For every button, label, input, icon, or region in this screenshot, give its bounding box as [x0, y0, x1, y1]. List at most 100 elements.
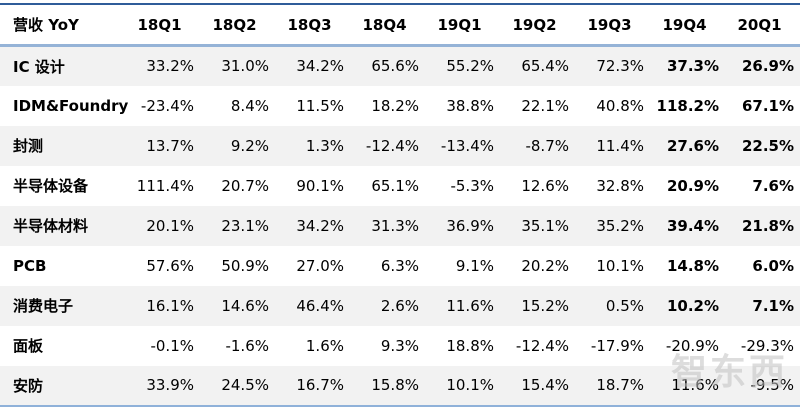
cell-value: -5.3% — [450, 176, 494, 195]
header-19q3: 19Q3 — [587, 15, 632, 34]
cell-value: 22.1% — [521, 96, 569, 115]
row-label: 半导体设备 — [13, 177, 89, 195]
header-18q3: 18Q3 — [287, 15, 332, 34]
cell-value: 33.9% — [146, 376, 194, 394]
cell-value: 34.2% — [296, 216, 344, 235]
cell-value: 14.6% — [221, 296, 269, 315]
cell-value: 10.2% — [666, 296, 719, 315]
header-20q1: 20Q1 — [737, 15, 782, 34]
cell-value: 67.1% — [741, 96, 794, 115]
cell-value: 24.5% — [221, 376, 269, 394]
cell-value: 33.2% — [146, 57, 194, 76]
cell-value: 8.4% — [230, 96, 269, 115]
cell-value: 9.3% — [380, 336, 419, 355]
cell-value: 35.2% — [596, 216, 644, 235]
cell-value: 111.4% — [136, 176, 194, 195]
cell-value: 26.9% — [741, 57, 794, 76]
row-label: IDM&Foundry — [13, 96, 129, 115]
header-19q2: 19Q2 — [512, 15, 557, 34]
row-label: PCB — [13, 256, 47, 275]
cell-value: 72.3% — [596, 57, 644, 76]
header-18q4: 18Q4 — [362, 15, 407, 34]
table-row: 半导体材料 20.1% 23.1% 34.2% 31.3% 36.9% 35.1% 35.2%… — [0, 205, 800, 246]
cell-value: 18.7% — [596, 376, 644, 394]
cell-value: 40.8% — [596, 96, 644, 115]
cell-value: 22.5% — [741, 136, 794, 155]
cell-value: 18.2% — [371, 96, 419, 115]
cell-value: 37.3% — [666, 57, 719, 76]
table-row: 面板 -0.1% -1.6% 1.6% 9.3% 18.8% -12.4% -17.9% -20… — [0, 326, 800, 366]
header-19q4: 19Q4 — [662, 15, 707, 34]
cell-value: 1.3% — [305, 136, 344, 155]
header-19q1: 19Q1 — [437, 15, 482, 34]
cell-value: -23.4% — [140, 96, 194, 115]
cell-value: 20.1% — [146, 216, 194, 235]
row-label: 安防 — [13, 376, 44, 395]
cell-value: -20.9% — [665, 336, 719, 355]
cell-value: 23.1% — [221, 216, 269, 235]
cell-value: 11.4% — [596, 136, 644, 155]
cell-value: 15.8% — [371, 376, 419, 394]
cell-value: 20.7% — [221, 176, 269, 195]
cell-value: 11.5% — [296, 96, 344, 115]
cell-value: 6.3% — [380, 256, 419, 275]
header-18q1: 18Q1 — [137, 15, 182, 34]
cell-value: -0.1% — [150, 336, 194, 355]
cell-value: -12.4% — [515, 336, 569, 355]
cell-value: -1.6% — [225, 336, 269, 355]
cell-value: 35.1% — [521, 216, 569, 235]
row-label: IC 设计 — [13, 57, 65, 76]
cell-value: -12.4% — [365, 136, 419, 155]
cell-value: 55.2% — [446, 57, 494, 76]
cell-value: 2.6% — [380, 296, 419, 315]
cell-value: 20.9% — [666, 176, 719, 195]
row-label: 封测 — [13, 137, 44, 155]
cell-value: 13.7% — [146, 136, 194, 155]
cell-value: 10.1% — [446, 376, 494, 394]
cell-value: -9.5% — [750, 376, 794, 394]
cell-value: 90.1% — [296, 176, 344, 195]
cell-value: 14.8% — [666, 256, 719, 275]
cell-value: 21.8% — [741, 216, 794, 235]
cell-value: 6.0% — [752, 256, 794, 275]
cell-value: 27.6% — [666, 136, 719, 155]
cell-value: 11.6% — [671, 376, 719, 394]
cell-value: 11.6% — [446, 296, 494, 315]
cell-value: 12.6% — [521, 176, 569, 195]
table-row: 消费电子 16.1% 14.6% 46.4% 2.6% 11.6% 15.2% 0.5% 10.… — [0, 285, 800, 326]
cell-value: 0.5% — [605, 296, 644, 315]
header-row: 营收 YoY 18Q1 18Q2 18Q3 18Q4 19Q1 19Q2 19Q… — [0, 4, 800, 46]
cell-value: 39.4% — [666, 216, 719, 235]
cell-value: 38.8% — [446, 96, 494, 115]
cell-value: 10.1% — [596, 256, 644, 275]
table-row: IC 设计 33.2% 31.0% 34.2% 65.6% 55.2% 65.4% 72.3%… — [0, 45, 800, 86]
cell-value: 27.0% — [296, 256, 344, 275]
table-row: IDM&Foundry -23.4% 8.4% 11.5% 18.2% 38.8% 22.1… — [0, 86, 800, 126]
cell-value: 15.2% — [521, 296, 569, 315]
cell-value: 16.1% — [146, 296, 194, 315]
cell-value: 118.2% — [656, 96, 719, 115]
cell-value: 16.7% — [296, 376, 344, 394]
cell-value: 9.1% — [455, 256, 494, 275]
cell-value: 31.3% — [371, 216, 419, 235]
revenue-yoy-table: 营收 YoY 18Q1 18Q2 18Q3 18Q4 19Q1 19Q2 19Q… — [0, 3, 800, 407]
cell-value: -29.3% — [740, 336, 794, 355]
cell-value: 1.6% — [305, 336, 344, 355]
row-label: 消费电子 — [13, 297, 74, 315]
cell-value: 7.6% — [752, 176, 794, 195]
cell-value: -17.9% — [590, 336, 644, 355]
cell-value: 50.9% — [221, 256, 269, 275]
cell-value: 65.4% — [521, 57, 569, 76]
cell-value: 57.6% — [146, 256, 194, 275]
cell-value: 36.9% — [446, 216, 494, 235]
table-row: 半导体设备 111.4% 20.7% 90.1% 65.1% -5.3% 12.6% 32.8… — [0, 166, 800, 206]
table-row: 安防 33.9% 24.5% 16.7% 15.8% 10.1% 15.4% 18.7% 11.… — [0, 365, 800, 406]
cell-value: 7.1% — [752, 296, 794, 315]
table-row: PCB 57.6% 50.9% 27.0% 6.3% 9.1% 20.2% 10.1% 14.8… — [0, 246, 800, 286]
cell-value: -13.4% — [440, 136, 494, 155]
table-row: 封测 13.7% 9.2% 1.3% -12.4% -13.4% -8.7% 11.4% 27.… — [0, 125, 800, 166]
header-revenue-yoy: 营收 YoY — [13, 16, 79, 34]
cell-value: 34.2% — [296, 57, 344, 76]
cell-value: 46.4% — [296, 296, 344, 315]
